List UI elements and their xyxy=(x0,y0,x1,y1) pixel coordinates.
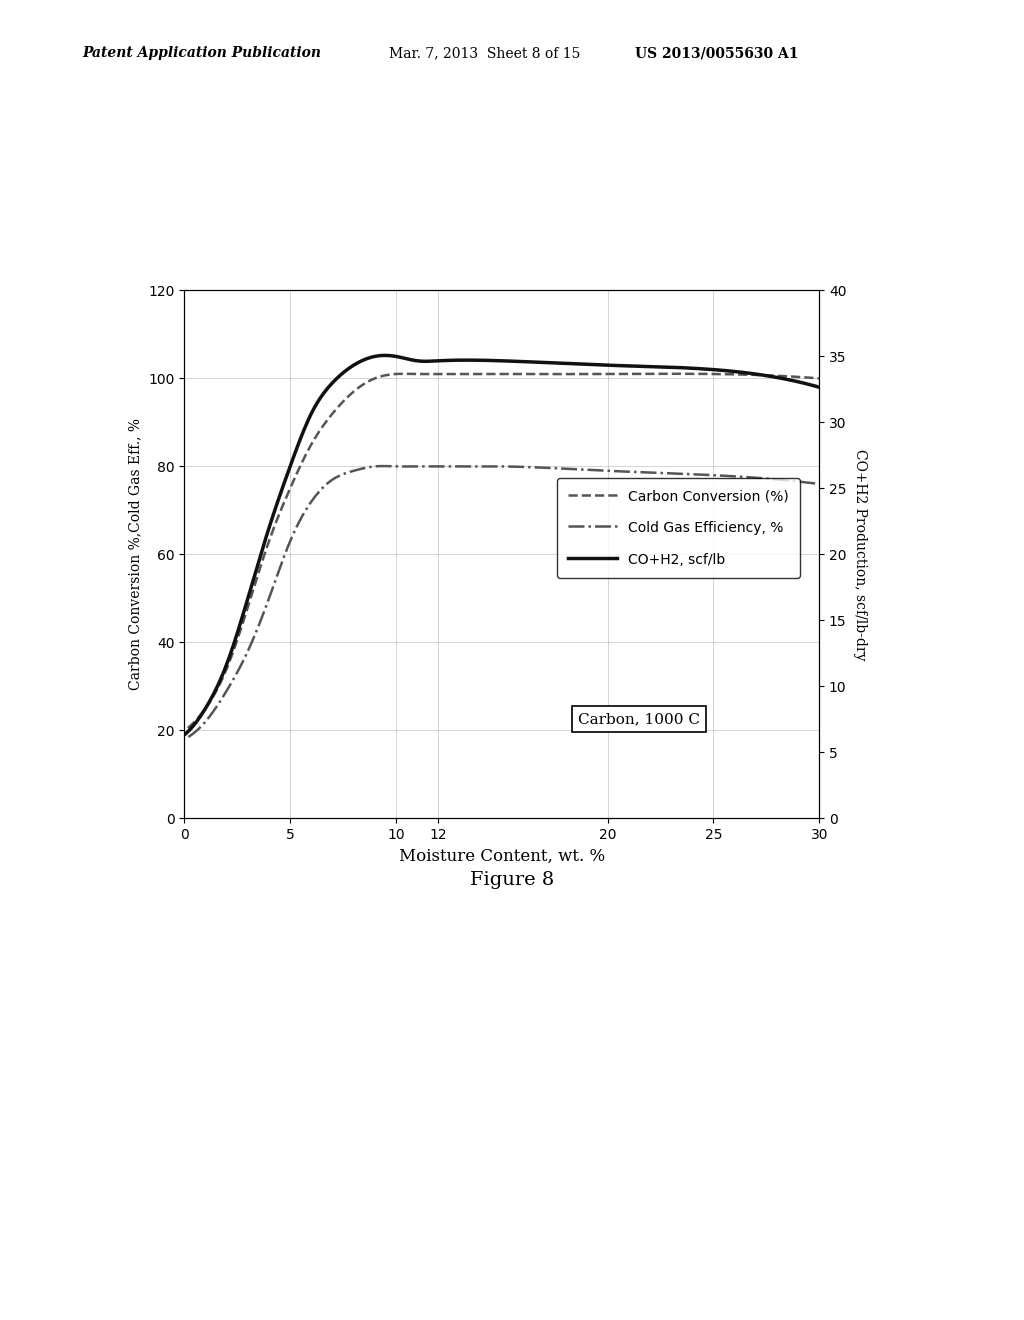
Text: Figure 8: Figure 8 xyxy=(470,871,554,890)
Carbon Conversion (%) xyxy=(164,727,176,743)
CO+H2, scf/lb xyxy=(379,347,391,363)
CO+H2, scf/lb xyxy=(715,362,727,378)
Text: Carbon, 1000 C: Carbon, 1000 C xyxy=(578,713,700,726)
Line: CO+H2, scf/lb: CO+H2, scf/lb xyxy=(163,355,819,741)
Cold Gas Efficiency, % xyxy=(162,735,174,751)
Cold Gas Efficiency, % xyxy=(550,461,562,477)
CO+H2, scf/lb xyxy=(157,731,169,747)
CO+H2, scf/lb xyxy=(550,355,562,371)
Carbon Conversion (%) xyxy=(548,366,560,381)
Cold Gas Efficiency, % xyxy=(756,470,768,486)
Cold Gas Efficiency, % xyxy=(159,735,171,751)
Cold Gas Efficiency, % xyxy=(813,477,825,492)
Carbon Conversion (%) xyxy=(813,371,825,387)
Carbon Conversion (%) xyxy=(756,367,768,383)
Cold Gas Efficiency, % xyxy=(157,735,169,751)
CO+H2, scf/lb xyxy=(813,379,825,395)
CO+H2, scf/lb xyxy=(563,355,575,371)
Text: US 2013/0055630 A1: US 2013/0055630 A1 xyxy=(635,46,799,61)
Carbon Conversion (%) xyxy=(157,727,169,743)
CO+H2, scf/lb xyxy=(159,733,171,748)
X-axis label: Moisture Content, wt. %: Moisture Content, wt. % xyxy=(398,847,605,865)
Cold Gas Efficiency, % xyxy=(563,461,575,477)
Cold Gas Efficiency, % xyxy=(552,461,564,477)
CO+H2, scf/lb xyxy=(164,733,176,748)
CO+H2, scf/lb xyxy=(552,355,564,371)
CO+H2, scf/lb xyxy=(756,367,768,383)
Carbon Conversion (%) xyxy=(666,366,678,381)
Carbon Conversion (%) xyxy=(159,727,171,743)
Carbon Conversion (%) xyxy=(561,366,573,381)
Y-axis label: Carbon Conversion %,Cold Gas Eff., %: Carbon Conversion %,Cold Gas Eff., % xyxy=(129,418,142,690)
Carbon Conversion (%) xyxy=(715,366,727,381)
Carbon Conversion (%) xyxy=(550,366,562,381)
Line: Carbon Conversion (%): Carbon Conversion (%) xyxy=(163,374,819,735)
Cold Gas Efficiency, % xyxy=(377,458,389,474)
Legend: Carbon Conversion (%), Cold Gas Efficiency, %, CO+H2, scf/lb: Carbon Conversion (%), Cold Gas Efficien… xyxy=(557,478,800,578)
Line: Cold Gas Efficiency, %: Cold Gas Efficiency, % xyxy=(163,466,819,743)
Text: Mar. 7, 2013  Sheet 8 of 15: Mar. 7, 2013 Sheet 8 of 15 xyxy=(389,46,581,61)
Cold Gas Efficiency, % xyxy=(715,467,727,483)
Y-axis label: CO+H2 Production, scf/lb-dry: CO+H2 Production, scf/lb-dry xyxy=(853,449,867,660)
Text: Patent Application Publication: Patent Application Publication xyxy=(82,46,321,61)
